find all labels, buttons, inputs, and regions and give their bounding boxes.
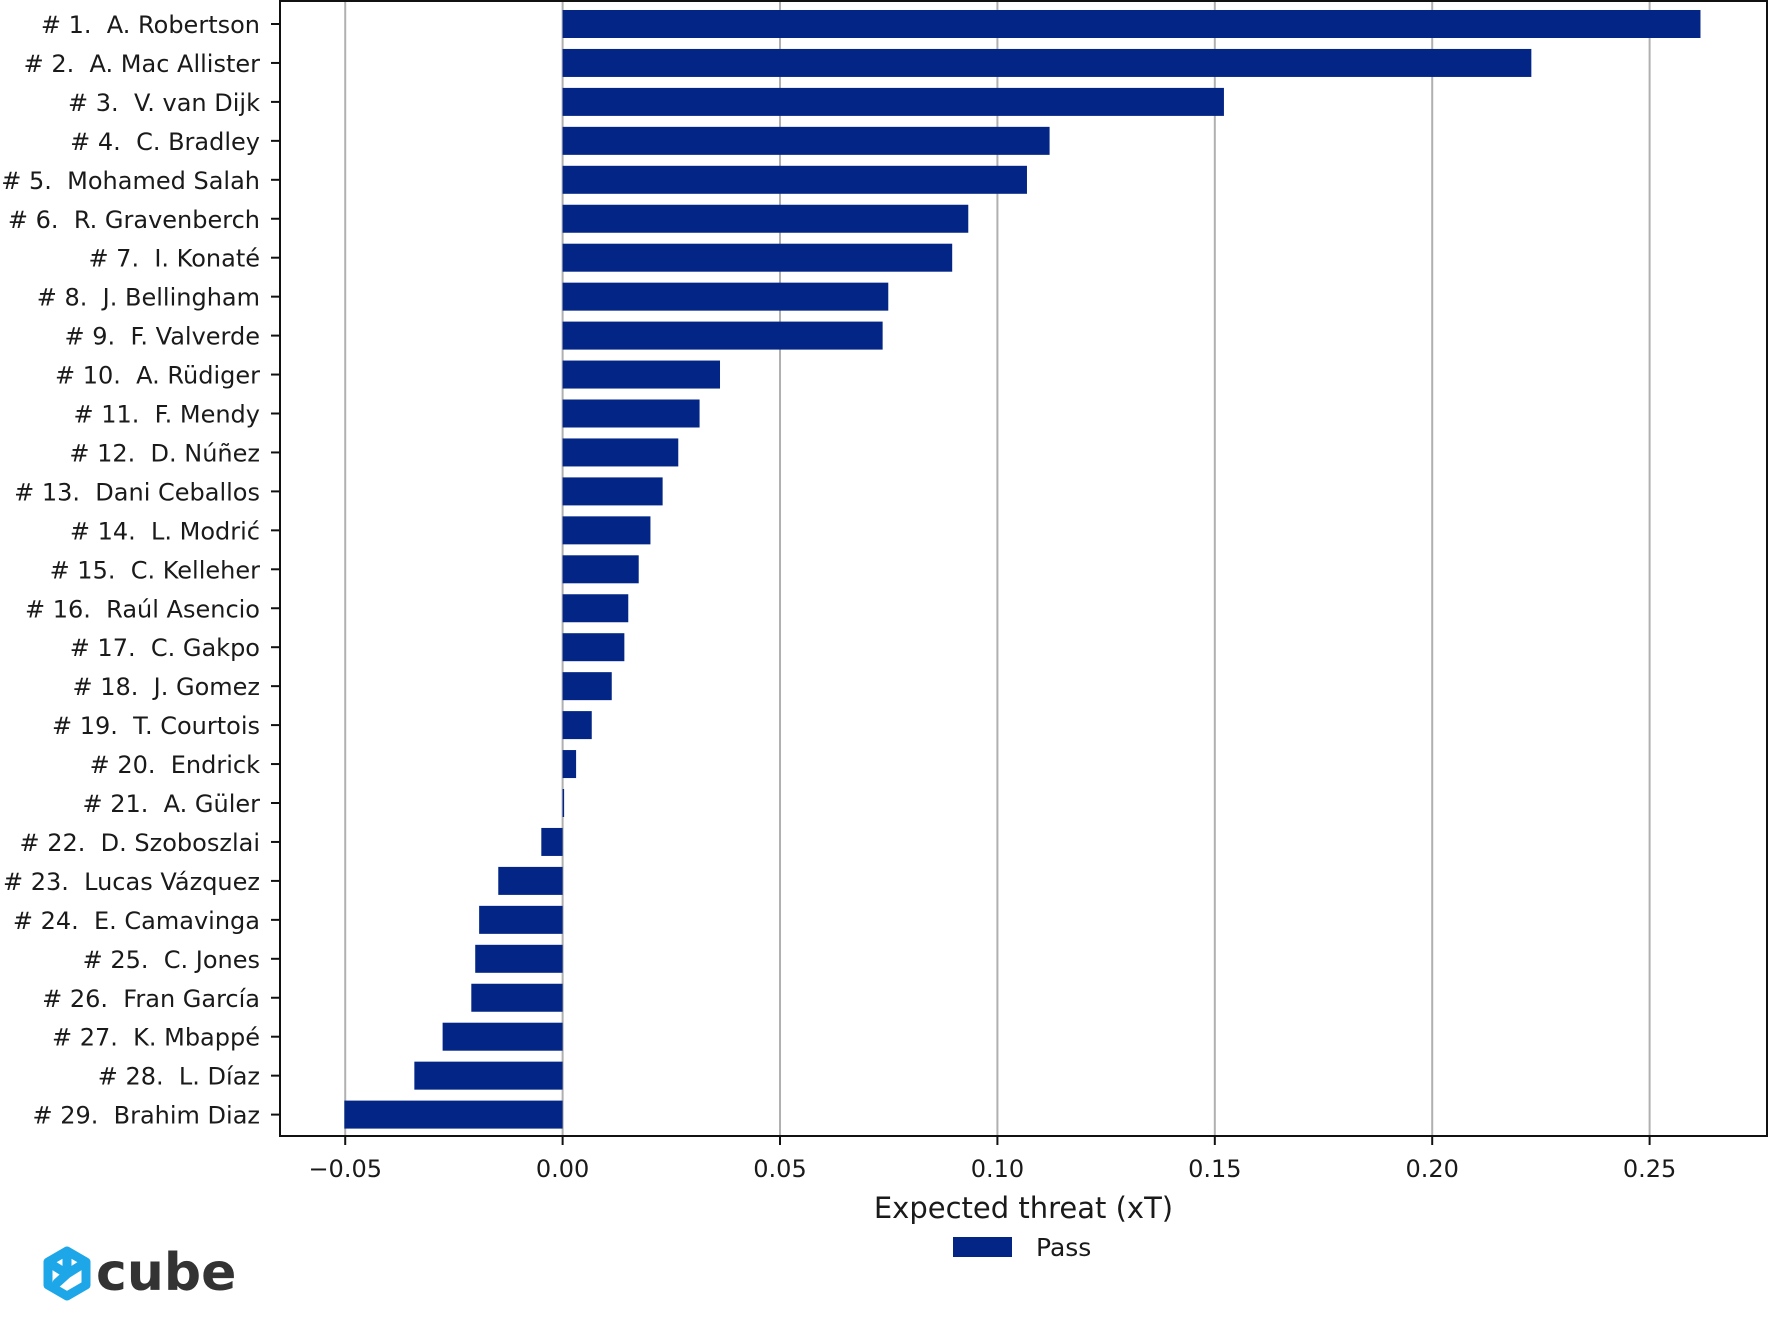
y-tick-label: # 9. F. Valverde <box>65 323 260 351</box>
y-tick-label: # 22. D. Szoboszlai <box>20 829 260 857</box>
y-tick-label: # 6. R. Gravenberch <box>8 206 260 234</box>
y-tick-label: # 5. Mohamed Salah <box>1 167 260 195</box>
y-tick-label: # 26. Fran García <box>42 985 260 1013</box>
bar <box>562 243 953 272</box>
bar <box>541 827 563 856</box>
bar <box>562 321 883 350</box>
y-tick-label: # 24. E. Camavinga <box>13 907 260 935</box>
x-tick-label: 0.05 <box>753 1155 806 1183</box>
bar <box>562 789 565 817</box>
legend: Pass <box>953 1233 1091 1262</box>
y-tick-label: # 14. L. Modrić <box>70 517 260 545</box>
bar <box>562 10 1701 38</box>
y-tick-label: # 18. J. Gomez <box>72 673 260 701</box>
y-tick-label: # 12. D. Núñez <box>69 439 260 467</box>
bar <box>562 48 1532 77</box>
bar <box>562 594 629 623</box>
y-tick-label: # 21. A. Güler <box>82 790 260 818</box>
bar <box>414 1061 563 1090</box>
bar <box>562 555 639 584</box>
bar <box>562 165 1027 194</box>
y-tick-label: # 1. A. Robertson <box>41 11 260 39</box>
y-tick-label: # 19. T. Courtois <box>52 712 260 740</box>
x-tick-label: 0.10 <box>971 1155 1024 1183</box>
legend-label-pass: Pass <box>1036 1233 1091 1262</box>
y-tick-label: # 25. C. Jones <box>83 946 260 974</box>
x-axis-ticks: −0.05 0.00 0.05 0.10 0.15 0.20 0.25 <box>308 1136 1676 1183</box>
y-tick-label: # 13. Dani Ceballos <box>14 478 260 506</box>
y-axis-ticks: # 1. A. Robertson # 2. A. Mac Allister # 3… <box>1 11 280 1130</box>
bar <box>562 87 1224 116</box>
x-axis-label: Expected threat (xT) <box>874 1191 1173 1225</box>
x-tick-label: 0.15 <box>1188 1155 1241 1183</box>
bar <box>562 477 663 506</box>
legend-swatch-pass <box>953 1237 1012 1257</box>
y-tick-label: # 17. C. Gakpo <box>70 634 260 662</box>
y-tick-label: # 28. L. Díaz <box>98 1063 260 1091</box>
y-tick-label: # 8. J. Bellingham <box>37 284 260 312</box>
y-tick-label: # 23. Lucas Vázquez <box>3 868 260 896</box>
bar <box>562 672 612 701</box>
cube-logo-icon <box>43 1246 91 1301</box>
bar <box>562 711 592 740</box>
bar <box>475 944 563 973</box>
x-tick-label: 0.20 <box>1405 1155 1458 1183</box>
y-tick-label: # 3. V. van Dijk <box>68 89 260 117</box>
y-tick-label: # 29. Brahim Diaz <box>32 1102 260 1130</box>
bar <box>471 983 563 1012</box>
x-tick-label: 0.25 <box>1623 1155 1676 1183</box>
bar <box>498 866 563 895</box>
bar <box>562 399 700 428</box>
bar <box>562 516 651 545</box>
bar <box>562 750 577 779</box>
bar <box>562 126 1050 155</box>
cube-logo: cube <box>43 1243 236 1303</box>
y-tick-label: # 7. I. Konaté <box>88 245 260 273</box>
y-tick-label: # 2. A. Mac Allister <box>24 50 260 78</box>
y-tick-label: # 20. Endrick <box>90 751 261 779</box>
bar <box>562 633 625 662</box>
cube-logo-text: cube <box>96 1243 236 1303</box>
y-tick-label: # 11. F. Mendy <box>74 401 261 429</box>
bar <box>562 360 721 389</box>
bar <box>562 438 679 467</box>
bar <box>479 905 563 934</box>
x-tick-label: −0.05 <box>308 1155 382 1183</box>
y-tick-label: # 4. C. Bradley <box>70 128 260 156</box>
bar <box>442 1022 563 1051</box>
y-tick-label: # 10. A. Rüdiger <box>55 362 260 390</box>
y-tick-label: # 15. C. Kelleher <box>50 556 261 584</box>
bar <box>562 204 969 233</box>
y-tick-label: # 27. K. Mbappé <box>52 1024 260 1052</box>
bars <box>344 10 1701 1129</box>
bar <box>562 282 889 311</box>
bar <box>344 1100 563 1129</box>
x-tick-label: 0.00 <box>536 1155 589 1183</box>
y-tick-label: # 16. Raúl Asencio <box>25 595 260 623</box>
